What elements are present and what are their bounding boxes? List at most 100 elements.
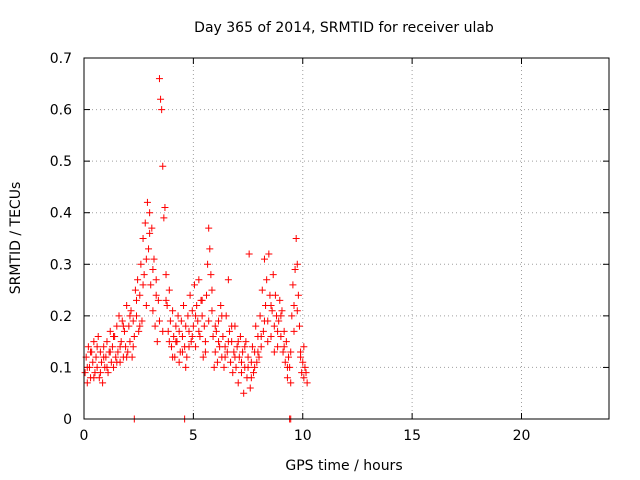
data-point [133, 296, 140, 304]
data-point [150, 255, 158, 263]
data-point [288, 312, 296, 320]
x-axis-label: GPS time / hours [285, 458, 402, 474]
y-tick-label: 0.3 [50, 257, 72, 273]
data-point [227, 358, 235, 366]
y-tick-label: 0.5 [50, 154, 72, 170]
data-point [254, 348, 262, 356]
data-point [265, 250, 273, 258]
data-point [221, 353, 229, 361]
data-point [87, 348, 95, 356]
data-point [209, 332, 217, 340]
data-point [270, 322, 278, 330]
data-point [192, 312, 200, 320]
data-point [242, 338, 250, 346]
data-point [250, 369, 258, 377]
data-point [206, 245, 214, 253]
data-point [119, 322, 127, 330]
data-point [247, 374, 255, 382]
data-point [113, 358, 121, 366]
data-point [258, 286, 266, 294]
data-point [240, 389, 248, 397]
data-point [275, 317, 283, 325]
x-tick-label: 0 [80, 428, 89, 444]
y-axis-label: SRMTID / TECUs [8, 182, 24, 295]
data-point [260, 317, 268, 325]
data-point [149, 265, 157, 273]
data-point [194, 317, 202, 325]
data-point [277, 332, 285, 340]
data-point [92, 353, 100, 361]
data-point [151, 322, 159, 330]
data-point [127, 307, 135, 315]
data-point [257, 343, 265, 351]
data-point [224, 338, 232, 346]
x-tick-label: 5 [189, 428, 198, 444]
data-point [96, 369, 104, 377]
data-point [153, 338, 161, 346]
data-point [123, 353, 131, 361]
data-point [137, 260, 145, 268]
data-point [93, 343, 101, 351]
data-point [161, 204, 169, 212]
data-point [269, 271, 277, 279]
data-point [208, 307, 216, 315]
data-point [187, 338, 195, 346]
data-point [263, 276, 271, 284]
data-point [165, 286, 173, 294]
data-point [274, 343, 282, 351]
data-point [180, 302, 188, 310]
data-point [146, 229, 154, 237]
data-point [131, 286, 139, 294]
data-point [246, 384, 254, 392]
data-point [158, 106, 166, 114]
data-point [218, 312, 226, 320]
data-point [200, 322, 208, 330]
data-point [99, 379, 107, 387]
data-point [289, 281, 297, 289]
data-point [169, 353, 177, 361]
data-point [193, 302, 201, 310]
data-point [184, 312, 192, 320]
y-tick-label: 0.7 [50, 51, 72, 67]
x-tick-label: 10 [294, 428, 312, 444]
data-point [297, 353, 305, 361]
data-point [185, 327, 193, 335]
data-point [159, 327, 167, 335]
data-point [96, 348, 104, 356]
data-point [140, 271, 148, 279]
data-point [215, 338, 223, 346]
data-point [223, 348, 231, 356]
data-point [228, 322, 236, 330]
data-point [300, 343, 308, 351]
data-point [188, 307, 196, 315]
data-point [162, 271, 170, 279]
data-point [120, 327, 128, 335]
data-point [271, 291, 279, 299]
data-point [268, 307, 276, 315]
data-point [211, 348, 219, 356]
data-point [110, 332, 118, 340]
data-point [174, 312, 182, 320]
data-point [83, 363, 91, 371]
data-point [135, 327, 143, 335]
data-point [260, 255, 268, 263]
data-point [168, 343, 175, 351]
data-point [159, 162, 167, 170]
data-point [283, 363, 291, 371]
data-point [220, 363, 228, 371]
data-point [244, 363, 252, 371]
data-point [201, 338, 209, 346]
data-point [117, 338, 125, 346]
data-point [89, 358, 97, 366]
data-point [221, 343, 229, 351]
data-point [195, 327, 203, 335]
data-point [199, 353, 207, 361]
data-point [285, 353, 293, 361]
data-point [287, 348, 295, 356]
data-point [251, 363, 259, 371]
data-point [300, 374, 308, 382]
data-point [198, 312, 206, 320]
data-point [245, 250, 253, 258]
